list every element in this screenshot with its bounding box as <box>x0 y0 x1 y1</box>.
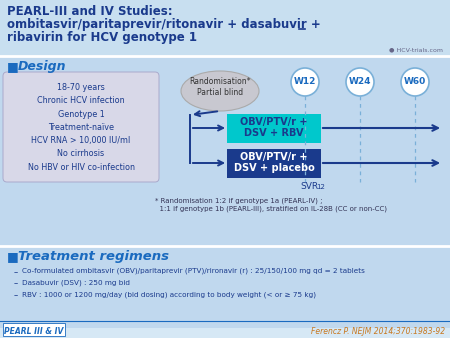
FancyBboxPatch shape <box>0 246 450 328</box>
Text: Treatment regimens: Treatment regimens <box>18 250 169 263</box>
Text: OBV/PTV/r +: OBV/PTV/r + <box>240 152 308 162</box>
Text: ■: ■ <box>7 250 19 263</box>
Text: ● HCV-trials.com: ● HCV-trials.com <box>389 47 443 52</box>
Text: W60: W60 <box>404 77 426 87</box>
Text: Partial blind: Partial blind <box>197 88 243 97</box>
FancyBboxPatch shape <box>0 0 450 56</box>
Text: RBV : 1000 or 1200 mg/day (bid dosing) according to body weight (< or ≥ 75 kg): RBV : 1000 or 1200 mg/day (bid dosing) a… <box>22 291 316 297</box>
FancyBboxPatch shape <box>227 114 321 143</box>
Text: W12: W12 <box>294 77 316 87</box>
Text: ribavirin for HCV genotype 1: ribavirin for HCV genotype 1 <box>7 31 197 44</box>
FancyBboxPatch shape <box>0 56 450 246</box>
Circle shape <box>291 68 319 96</box>
Circle shape <box>401 68 429 96</box>
Text: Ferencz P. NEJM 2014;370:1983-92: Ferencz P. NEJM 2014;370:1983-92 <box>311 327 445 336</box>
Text: No cirrhosis: No cirrhosis <box>58 149 104 159</box>
Text: Co-formulated ombitasvir (OBV)/paritaprevir (PTV)/rironavir (r) : 25/150/100 mg : Co-formulated ombitasvir (OBV)/paritapre… <box>22 268 365 274</box>
FancyBboxPatch shape <box>3 72 159 182</box>
Text: ombitasvir/paritaprevir/ritonavir + dasabuvir +: ombitasvir/paritaprevir/ritonavir + dasa… <box>7 18 321 31</box>
Circle shape <box>346 68 374 96</box>
Text: PEARL III & IV: PEARL III & IV <box>4 327 64 336</box>
Text: No HBV or HIV co-infection: No HBV or HIV co-infection <box>27 163 135 172</box>
Text: 18-70 years: 18-70 years <box>57 83 105 92</box>
Text: Genotype 1: Genotype 1 <box>58 110 104 119</box>
Text: 12: 12 <box>316 184 325 190</box>
FancyBboxPatch shape <box>3 323 65 336</box>
Text: DSV + placebo: DSV + placebo <box>234 163 315 173</box>
Text: * Randomisation 1:2 if genotype 1a (PEARL-IV) ;: * Randomisation 1:2 if genotype 1a (PEAR… <box>155 197 323 203</box>
Text: Randomisation*: Randomisation* <box>189 77 251 86</box>
Text: DSV + RBV: DSV + RBV <box>244 128 304 138</box>
Text: –: – <box>14 280 18 289</box>
Text: ■: ■ <box>7 60 19 73</box>
Text: –: – <box>14 291 18 300</box>
Text: –: – <box>14 268 18 277</box>
Text: W24: W24 <box>349 77 371 87</box>
Text: 1:1 if genotype 1b (PEARL-III), stratified on IL-28B (CC or non-CC): 1:1 if genotype 1b (PEARL-III), stratifi… <box>155 206 387 213</box>
Text: HCV RNA > 10,000 IU/ml: HCV RNA > 10,000 IU/ml <box>32 136 130 145</box>
Text: Design: Design <box>18 60 67 73</box>
Text: Chronic HCV infection: Chronic HCV infection <box>37 96 125 105</box>
Text: PEARL-III and IV Studies:: PEARL-III and IV Studies: <box>7 5 173 18</box>
Text: SVR: SVR <box>300 182 318 191</box>
Text: Treatment-naïve: Treatment-naïve <box>48 123 114 132</box>
Text: Dasabuvir (DSV) : 250 mg bid: Dasabuvir (DSV) : 250 mg bid <box>22 280 130 286</box>
Ellipse shape <box>181 71 259 111</box>
FancyBboxPatch shape <box>227 149 321 178</box>
Text: OBV/PTV/r +: OBV/PTV/r + <box>240 117 308 127</box>
